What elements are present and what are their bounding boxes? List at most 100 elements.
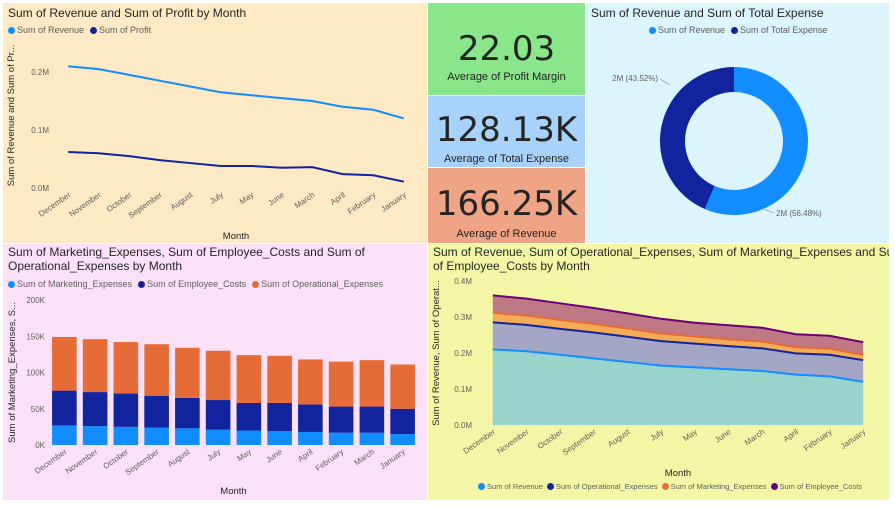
bar-sum-of-marketing-expenses [205, 429, 231, 445]
y-tick-label: 0.3M [454, 313, 472, 322]
y-tick-label: 50K [31, 405, 46, 414]
donut-leader-line [760, 207, 775, 214]
x-tick-label: August [166, 447, 192, 469]
bar-sum-of-employee-costs [236, 402, 262, 431]
y-axis-title: Sum of Revenue, Sum of Operat... [431, 280, 442, 426]
y-axis-title: Sum of Revenue and Sum of Pr... [6, 45, 17, 187]
donut-slice-sum-of-revenue [704, 67, 808, 215]
legend-item-employee[interactable]: Sum of Employee_Costs [138, 279, 246, 289]
legend-dot-icon [770, 483, 778, 490]
x-tick-label: April [329, 190, 347, 207]
bar-sum-of-operational-expenses [298, 359, 323, 405]
bar-sum-of-employee-costs [298, 404, 323, 432]
legend-item-marketing[interactable]: Sum of Marketing_Expenses [8, 279, 132, 289]
legend-item-total-expense[interactable]: Sum of Total Expense [731, 25, 827, 35]
x-axis-title: Month [665, 468, 691, 479]
y-tick-label: 200K [26, 296, 45, 305]
legend-item-operational[interactable]: Sum of Operational_Expenses [546, 482, 658, 491]
bar-sum-of-employee-costs [267, 402, 292, 432]
bar-sum-of-marketing-expenses [359, 432, 385, 445]
series-line-sum-of-profit [68, 151, 404, 183]
y-tick-label: 0.0M [31, 184, 49, 193]
y-tick-label: 0.2M [454, 349, 472, 358]
bar-sum-of-marketing-expenses [113, 426, 139, 445]
bar-sum-of-marketing-expenses [236, 430, 262, 445]
bar-sum-of-employee-costs [82, 392, 108, 427]
y-tick-label: 150K [26, 332, 45, 341]
bar-sum-of-employee-costs [144, 395, 169, 428]
y-tick-label: 0.2M [31, 68, 49, 77]
x-tick-label: December [462, 427, 498, 456]
x-tick-label: February [314, 447, 345, 473]
x-tick-label: March [293, 190, 316, 210]
y-tick-label: 0K [35, 441, 45, 450]
bar-sum-of-operational-expenses [175, 347, 200, 398]
donut-chart-legend: Sum of Revenue Sum of Total Expense [649, 25, 827, 35]
revenue-expense-donut-panel: Sum of Revenue and Sum of Total Expense … [586, 3, 889, 243]
donut-data-label-revenue: 2M (56.48%) [776, 209, 822, 218]
bar-sum-of-operational-expenses [144, 344, 169, 396]
area-fill-sum-of-operational-expenses [492, 322, 864, 382]
x-tick-label: September [127, 190, 164, 220]
bar-sum-of-operational-expenses [236, 355, 262, 403]
area-fill-sum-of-marketing-expenses [492, 312, 864, 361]
kpi-total-expense-label: Average of Total Expense [444, 153, 569, 165]
series-line-sum-of-revenue [68, 65, 405, 120]
legend-item-profit[interactable]: Sum of Profit [90, 25, 151, 35]
line-chart-legend: Sum of Revenue Sum of Profit [8, 25, 151, 35]
bar-sum-of-operational-expenses [82, 339, 108, 393]
bar-chart-title-line2: Operational_Expenses by Month [8, 259, 183, 273]
legend-item-employee-costs[interactable]: Sum of Employee_Costs [770, 482, 862, 491]
legend-dot-icon [546, 483, 554, 490]
legend-item-revenue[interactable]: Sum of Revenue [478, 482, 543, 491]
y-tick-label: 0.1M [31, 126, 49, 135]
kpi-revenue-label: Average of Revenue [456, 228, 557, 240]
x-axis-title: Month [223, 231, 249, 242]
legend-item-revenue[interactable]: Sum of Revenue [649, 25, 725, 35]
x-tick-label: December [33, 447, 69, 476]
legend-item-marketing[interactable]: Sum of Marketing_Expenses [661, 482, 767, 491]
kpi-total-expense-value: 128.13K [435, 110, 578, 150]
area-fill-sum-of-employee-costs [492, 295, 864, 355]
bar-sum-of-employee-costs [390, 408, 415, 435]
x-tick-label: May [235, 447, 253, 463]
area-fill-sum-of-revenue [492, 349, 864, 425]
x-tick-label: February [802, 427, 833, 453]
bar-sum-of-marketing-expenses [82, 426, 108, 445]
bar-chart-legend: Sum of Marketing_Expenses Sum of Employe… [8, 279, 383, 289]
x-tick-label: July [208, 190, 225, 206]
x-axis-title: Month [220, 486, 246, 497]
legend-item-operational[interactable]: Sum of Operational_Expenses [252, 279, 383, 289]
x-tick-label: August [169, 190, 195, 212]
line-chart-title: Sum of Revenue and Sum of Profit by Mont… [8, 6, 247, 20]
donut-leader-line [659, 78, 671, 86]
x-tick-label: January [378, 447, 406, 471]
y-tick-label: 0.4M [454, 277, 472, 286]
y-tick-label: 0.0M [454, 421, 472, 430]
bar-sum-of-employee-costs [175, 397, 200, 429]
kpi-profit-margin-value: 22.03 [457, 29, 556, 69]
kpi-revenue-card: 166.25K Average of Revenue [428, 168, 585, 243]
x-tick-label: September [124, 447, 161, 477]
bar-sum-of-operational-expenses [267, 355, 292, 403]
area-line-sum-of-marketing-expenses [492, 311, 864, 356]
x-tick-label: July [205, 447, 222, 463]
legend-item-revenue[interactable]: Sum of Revenue [8, 25, 84, 35]
y-tick-label: 100K [26, 369, 45, 378]
kpi-revenue-value: 166.25K [435, 184, 578, 224]
x-tick-label: June [267, 190, 287, 208]
bar-sum-of-marketing-expenses [52, 425, 77, 445]
expenses-bar-panel: Sum of Marketing_Expenses, Sum of Employ… [3, 244, 427, 500]
revenue-profit-line-panel: Sum of Revenue and Sum of Profit by Mont… [3, 3, 427, 243]
bar-sum-of-marketing-expenses [175, 428, 200, 445]
x-tick-label: May [238, 190, 256, 206]
x-tick-label: November [68, 190, 104, 219]
x-tick-label: November [495, 427, 531, 456]
bar-sum-of-marketing-expenses [144, 427, 169, 445]
area-chart-title-line1: Sum of Revenue, Sum of Operational_Expen… [433, 245, 889, 259]
bar-sum-of-operational-expenses [113, 342, 139, 394]
area-line-sum-of-operational-expenses [492, 321, 864, 362]
bar-sum-of-employee-costs [328, 406, 354, 433]
